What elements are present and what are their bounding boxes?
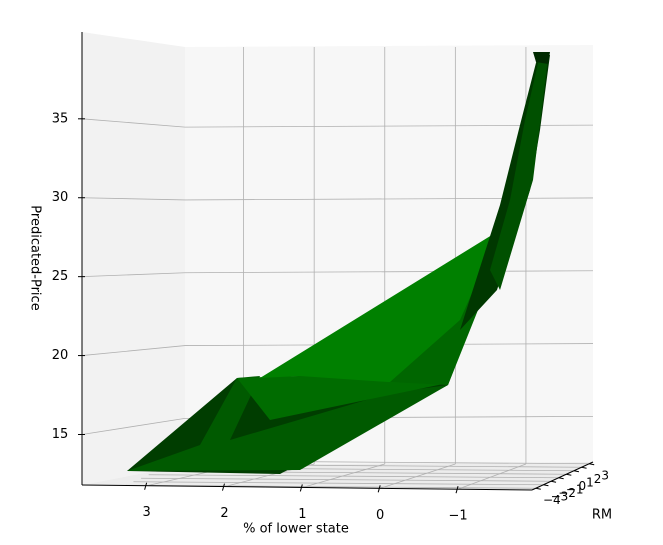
grid-line [81,118,186,128]
y-tick [581,466,587,469]
x-tick [377,485,381,493]
x-tick-label: −1 [448,509,467,524]
z-tick-label: 30 [52,190,69,205]
grid-line [380,463,456,489]
y-tick-label: −4 [543,493,561,507]
y-axis-label: RM [592,508,612,523]
y-tick [589,463,595,466]
y-tick-label: −2 [558,486,576,500]
grid-line [141,477,552,482]
z-tick-label: 25 [52,269,69,284]
y-axis [531,461,594,491]
y-tick [566,473,572,476]
grid-line [184,270,594,274]
y-tick [550,480,557,483]
x-tick [455,486,459,494]
grid-line [133,481,544,486]
grid-line [457,463,527,490]
y-tick-label: 1 [586,475,594,489]
grid-line [302,463,385,488]
y-tick-label: −3 [551,489,569,503]
z-tick-label: 20 [52,348,69,363]
grid-line [148,474,559,479]
x-tick-label: 2 [220,506,228,521]
y-tick [558,477,564,480]
y-tick-label: 2 [594,472,602,486]
x-tick [144,482,148,490]
z-tick-label: 35 [52,111,69,126]
grid-line [81,345,186,356]
y-tick-label: 0 [578,479,586,493]
y-tick-label: 3 [601,468,609,482]
y-tick [543,484,549,487]
z-axis-label: Predicated-Price [28,205,43,310]
grid-line [81,197,186,201]
x-tick [221,483,225,491]
x-axis-label: % of lower state [243,522,349,537]
y-tick [535,487,541,490]
surface [127,52,550,474]
left-pane [82,32,185,485]
grid-line [81,417,186,435]
z-tick-label: 15 [52,427,69,442]
grid-line [81,272,186,278]
y-tick-label: −1 [566,482,584,496]
x-tick [299,484,303,492]
x-tick-label: 0 [376,508,384,523]
back-pane [185,45,593,465]
y-tick [573,470,580,473]
x-tick-label: 1 [298,507,306,522]
x-tick-label: 3 [142,505,150,520]
